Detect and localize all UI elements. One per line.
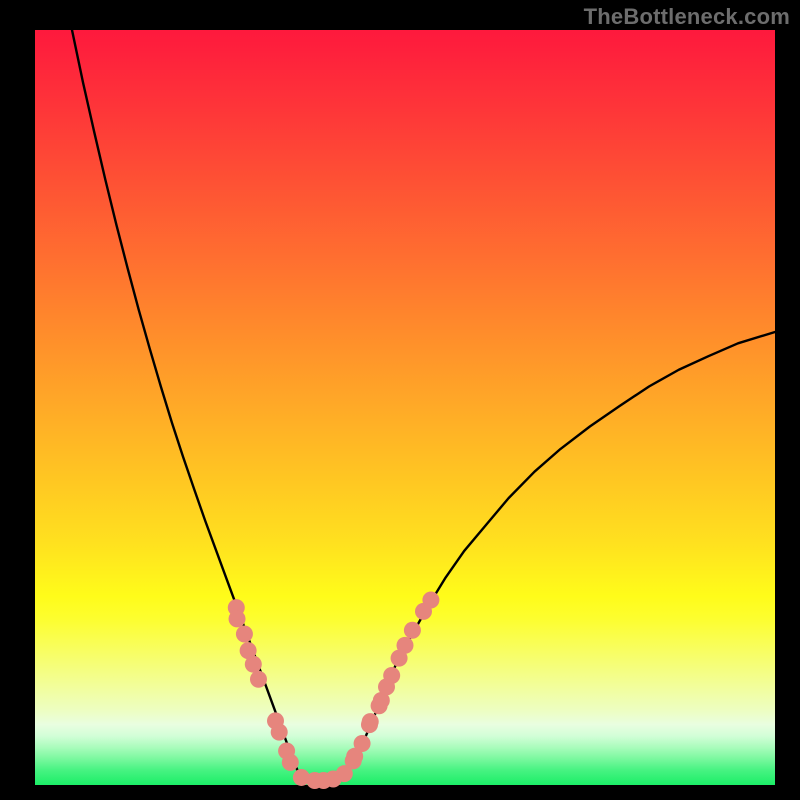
data-point-marker bbox=[236, 626, 253, 643]
data-point-marker bbox=[229, 610, 246, 627]
gradient-background bbox=[35, 30, 775, 785]
data-point-marker bbox=[404, 622, 421, 639]
bottleneck-chart bbox=[0, 0, 800, 800]
data-point-marker bbox=[422, 592, 439, 609]
data-point-marker bbox=[354, 735, 371, 752]
chart-root: TheBottleneck.com bbox=[0, 0, 800, 800]
data-point-marker bbox=[362, 713, 379, 730]
data-point-marker bbox=[250, 671, 267, 688]
data-point-marker bbox=[282, 754, 299, 771]
data-point-marker bbox=[271, 724, 288, 741]
data-point-marker bbox=[245, 656, 262, 673]
data-point-marker bbox=[397, 637, 414, 654]
data-point-marker bbox=[383, 667, 400, 684]
